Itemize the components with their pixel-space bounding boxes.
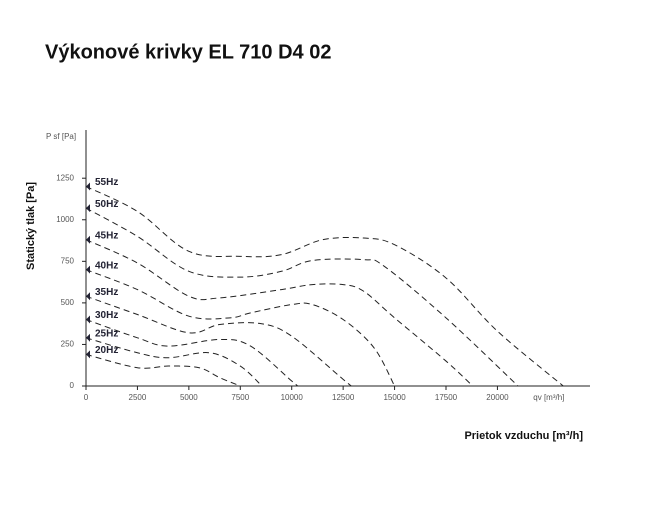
curve-label: 35Hz bbox=[95, 287, 118, 298]
curve-label: 30Hz bbox=[95, 310, 118, 321]
curve bbox=[85, 207, 519, 387]
curve-label: 55Hz bbox=[95, 177, 118, 188]
curve bbox=[85, 269, 396, 387]
curve-marker bbox=[86, 204, 90, 213]
curve-marker bbox=[86, 350, 90, 359]
curve-marker bbox=[86, 315, 90, 324]
y-tick-label: 1250 bbox=[56, 173, 74, 182]
curve-marker bbox=[86, 235, 90, 244]
x-tick-label: 0 bbox=[84, 393, 89, 402]
curve-marker bbox=[86, 333, 90, 342]
curve-label: 20Hz bbox=[95, 345, 118, 356]
curve-label: 25Hz bbox=[95, 328, 118, 339]
y-unit-label: P sf [Pa] bbox=[46, 132, 76, 141]
curve-label: 45Hz bbox=[95, 230, 118, 241]
curve bbox=[85, 353, 241, 387]
x-tick-label: 7500 bbox=[231, 393, 249, 402]
curve-marker bbox=[86, 292, 90, 301]
x-tick-label: 5000 bbox=[180, 393, 198, 402]
curve-label: 40Hz bbox=[95, 260, 118, 271]
curve bbox=[85, 337, 263, 387]
curve-label: 50Hz bbox=[95, 199, 118, 210]
y-tick-label: 0 bbox=[70, 381, 75, 390]
y-axis-title: Statický tlak [Pa] bbox=[25, 182, 37, 270]
curve bbox=[85, 186, 564, 387]
curve-marker bbox=[86, 182, 90, 191]
x-unit-label: qv [m³/h] bbox=[533, 393, 564, 402]
curve bbox=[85, 239, 474, 387]
curve bbox=[85, 295, 352, 387]
x-tick-label: 12500 bbox=[332, 393, 355, 402]
x-axis-title: Prietok vzduchu [m³/h] bbox=[464, 430, 583, 442]
y-tick-label: 500 bbox=[61, 298, 75, 307]
curve bbox=[85, 319, 299, 387]
curve-marker bbox=[86, 265, 90, 274]
chart-title: Výkonové krivky EL 710 D4 02 bbox=[45, 41, 331, 63]
y-tick-label: 1000 bbox=[56, 215, 74, 224]
x-tick-label: 2500 bbox=[129, 393, 147, 402]
x-tick-label: 15000 bbox=[383, 393, 406, 402]
x-tick-label: 20000 bbox=[486, 393, 509, 402]
x-tick-label: 10000 bbox=[281, 393, 304, 402]
y-tick-label: 250 bbox=[61, 340, 75, 349]
y-tick-label: 750 bbox=[61, 256, 75, 265]
x-tick-label: 17500 bbox=[435, 393, 458, 402]
